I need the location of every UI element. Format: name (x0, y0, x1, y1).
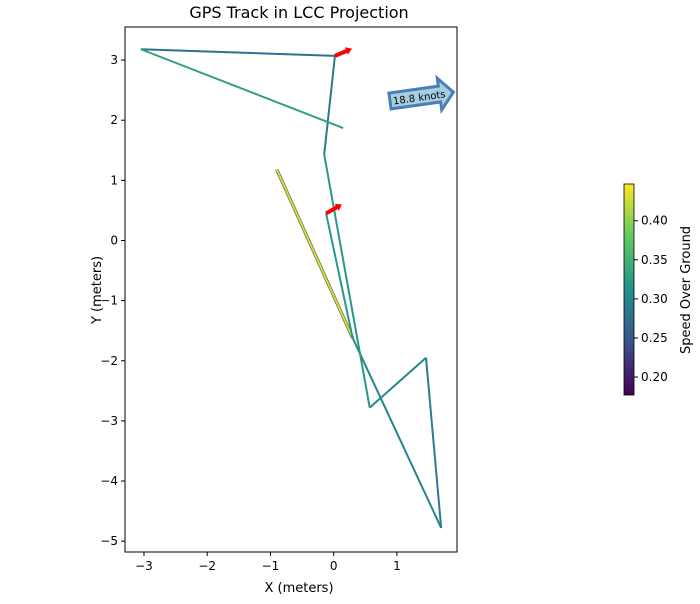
y-tick-label: 1 (110, 173, 118, 187)
colorbar-label: Speed Over Ground (679, 226, 694, 354)
x-tick-label: 0 (330, 559, 338, 573)
x-tick-label: −1 (262, 559, 280, 573)
y-tick-label: 3 (110, 53, 118, 67)
colorbar-tick-label: 0.25 (641, 331, 668, 345)
track-segment (140, 48, 344, 129)
track-segment (325, 213, 354, 339)
axes-frame (124, 26, 458, 553)
colorbar-tick-label: 0.40 (641, 214, 668, 228)
y-axis-label: Y (meters) (90, 256, 105, 325)
colorbar-tick-label: 0.20 (641, 370, 668, 384)
chart-title: GPS Track in LCC Projection (189, 3, 408, 22)
y-tick-label: −1 (100, 294, 118, 308)
track-segment (425, 357, 443, 529)
y-tick-label: −3 (100, 414, 118, 428)
x-tick-label: −2 (198, 559, 216, 573)
heading-arrow (334, 47, 353, 58)
y-tick-label: 2 (110, 113, 118, 127)
axis-ticks: −3 −2 −1 0 1 −5 −4 −3 −2 −1 0 1 2 3 (100, 53, 400, 573)
colorbar-tick-label: 0.35 (641, 253, 668, 267)
track-segment (323, 55, 336, 155)
colorbar-tick-label: 0.30 (641, 292, 668, 306)
y-tick-label: −4 (100, 474, 118, 488)
track-segment (275, 169, 354, 339)
x-axis-label: X (meters) (264, 581, 333, 596)
track-segment (351, 337, 443, 529)
track-segment (323, 154, 371, 408)
y-tick-label: −2 (100, 354, 118, 368)
colorbar (623, 183, 635, 396)
heading-arrow (325, 203, 342, 216)
track-segment (369, 357, 427, 409)
x-tick-label: −3 (135, 559, 153, 573)
x-tick-label: 1 (393, 559, 401, 573)
y-tick-label: −5 (100, 534, 118, 548)
speed-annotation: 18.8 knots (387, 74, 456, 115)
track-segment (140, 48, 335, 57)
heading-arrow-shape (334, 47, 353, 58)
y-tick-label: 0 (110, 233, 118, 247)
plot-area (140, 47, 443, 529)
heading-arrow-shape (325, 203, 342, 216)
colorbar-ticks: 0.20 0.25 0.30 0.35 0.40 (634, 214, 668, 384)
